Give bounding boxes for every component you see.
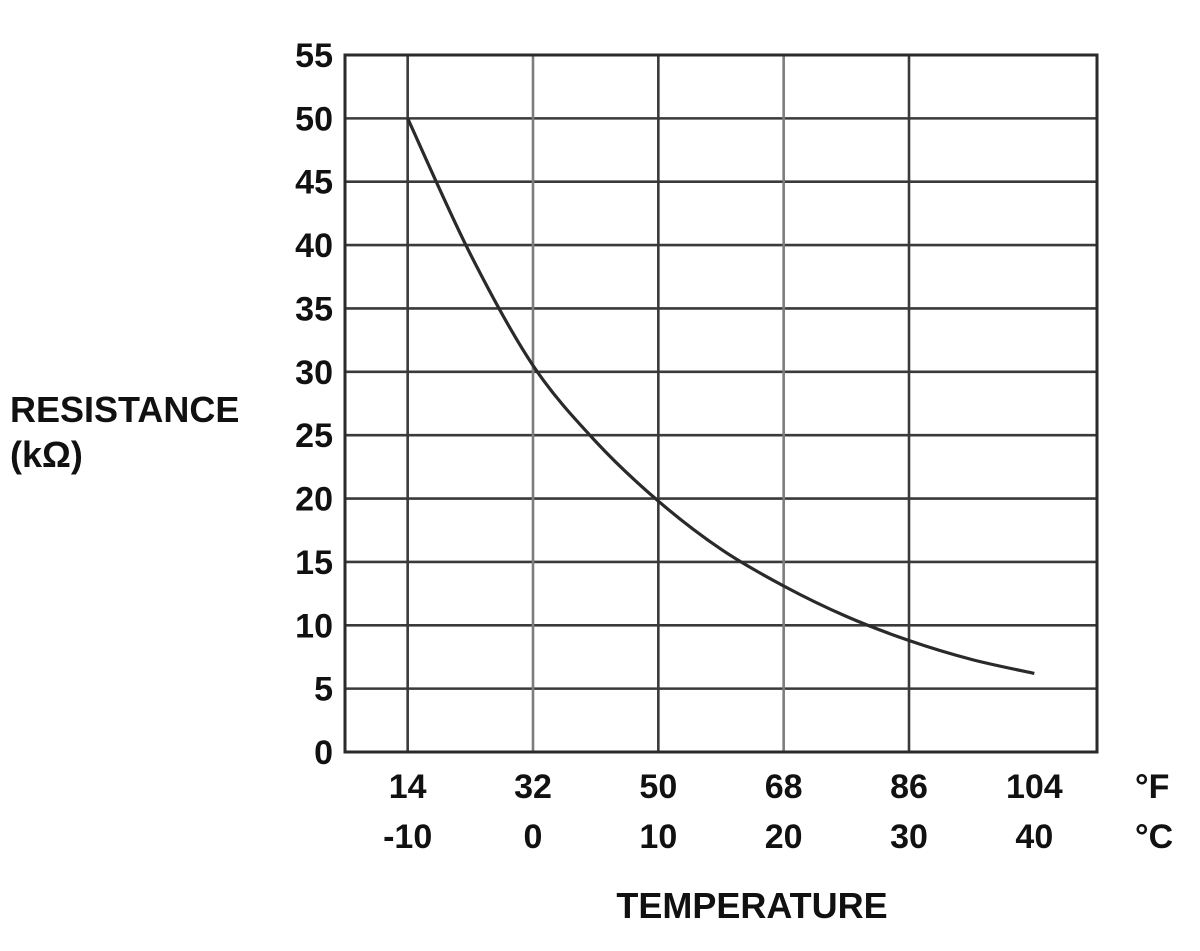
x-tick-label-celsius: 10 (639, 818, 677, 856)
series-line-resistance (406, 117, 1035, 675)
x-tick-label-fahrenheit: 86 (890, 768, 928, 806)
y-tick-label: 20 (295, 481, 333, 519)
y-axis-title-line-2: (kΩ) (10, 434, 83, 475)
x-tick-label-celsius: -10 (383, 818, 432, 856)
y-axis-title-line-1: RESISTANCE (10, 389, 239, 430)
y-tick-label: 40 (295, 227, 333, 265)
y-tick-label: 30 (295, 354, 333, 392)
x-axis-title: TEMPERATURE (616, 885, 887, 926)
celsius-unit-label: °C (1135, 818, 1173, 856)
x-tick-label-celsius: 20 (765, 818, 803, 856)
y-tick-label: 35 (295, 290, 333, 328)
y-tick-labels: 0 5 10 15 20 25 30 35 40 45 50 55 (295, 37, 333, 772)
fahrenheit-unit-label: °F (1135, 768, 1169, 806)
x-tick-label-celsius: 30 (890, 818, 928, 856)
y-tick-label: 55 (295, 37, 333, 75)
y-tick-label: 25 (295, 417, 333, 455)
x-tick-labels: 14 -10 32 0 50 10 68 20 86 30 104 40 (383, 768, 1063, 856)
x-tick-label-fahrenheit: 50 (639, 768, 677, 806)
x-tick-label-celsius: 40 (1015, 818, 1053, 856)
grid-lines (345, 55, 1097, 752)
x-tick-label-fahrenheit: 68 (765, 768, 803, 806)
y-tick-label: 50 (295, 100, 333, 138)
y-tick-label: 5 (314, 671, 333, 709)
y-tick-label: 15 (295, 544, 333, 582)
y-tick-label: 10 (295, 607, 333, 645)
y-tick-label: 0 (314, 734, 333, 772)
x-tick-label-fahrenheit: 104 (1006, 768, 1063, 806)
y-tick-label: 45 (295, 164, 333, 202)
x-tick-label-celsius: 0 (524, 818, 543, 856)
plot-frame (343, 53, 1099, 754)
x-tick-label-fahrenheit: 32 (514, 768, 552, 806)
x-tick-label-fahrenheit: 14 (389, 768, 427, 806)
